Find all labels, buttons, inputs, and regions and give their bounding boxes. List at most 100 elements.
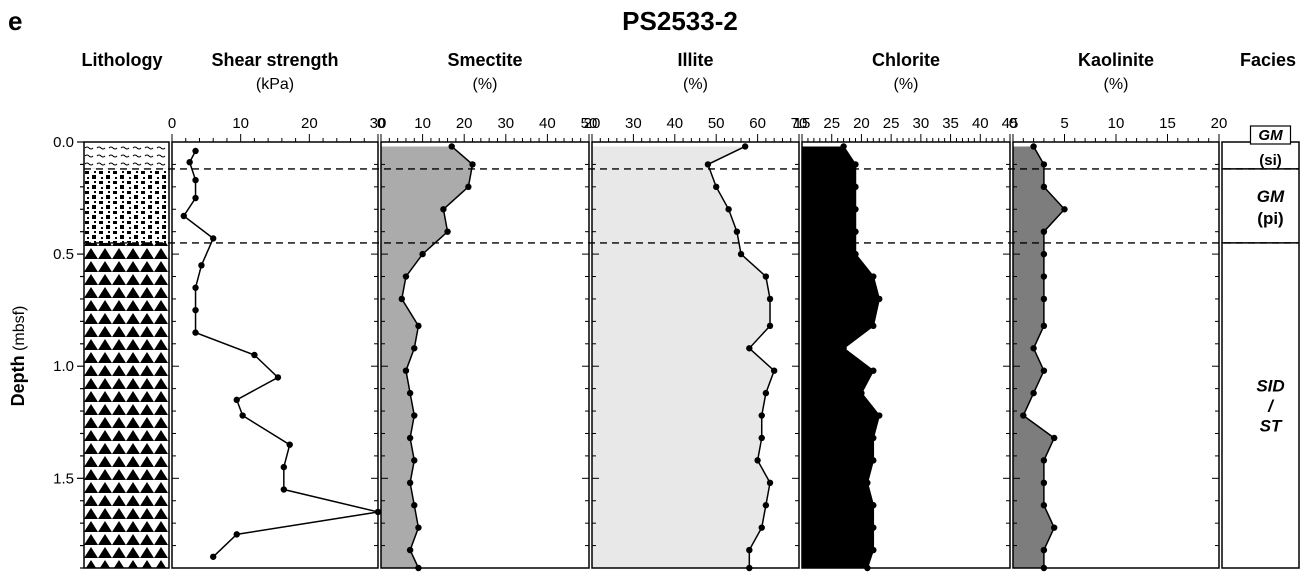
series-line-shear [182,150,379,558]
data-point-shear [186,158,193,166]
facies-label-top: SID [1256,376,1284,395]
data-point-kaolinite [1020,412,1027,419]
depth-tick-label: 1.0 [53,358,74,375]
data-point-shear [210,553,217,560]
data-point-shear [192,306,199,314]
lithology-frame [83,141,170,569]
panel-chlorite: 15 25 20 25 30 35 40 45 [794,115,1019,572]
data-point-smectite [402,367,410,374]
data-point-chlorite [864,564,871,572]
data-point-shear [210,235,217,242]
data-point-chlorite [870,524,877,531]
x-tick-label-chlorite: 20 [853,115,870,132]
data-point-shear [274,374,282,381]
data-point-illite [713,183,720,191]
data-point-illite [758,524,765,531]
data-point-kaolinite [1061,206,1068,213]
x-tick-label-shear: 30 [370,115,387,132]
unit-boundaries [84,168,1299,244]
facies-label-mid: / [1267,396,1275,415]
data-point-shear [192,176,199,184]
series-line-illite [706,145,776,568]
x-tick-label-chlorite: 15 [794,115,811,132]
panel-unit-chlorite: (%) [894,76,919,93]
data-point-smectite [406,546,414,554]
x-tick-label-kaolinite: 20 [1211,115,1228,132]
x-tick-label-shear: 10 [232,115,249,132]
panel-unit-illite: (%) [683,76,708,93]
x-tick-label-illite: 50 [708,115,725,132]
panel-frame-smectite [380,141,590,569]
facies-title: Facies [1240,50,1296,70]
data-point-shear [180,212,187,220]
facies-label-bottom: (si) [1259,152,1282,169]
data-point-kaolinite [1040,273,1048,280]
data-point-smectite [406,434,414,442]
data-point-smectite [411,502,418,509]
area-fill-smectite [381,146,473,569]
panel-frame-illite [591,141,800,569]
data-point-shear [198,262,205,269]
data-point-illite [766,295,774,303]
panel-headers: Shear strength (kPa) Smectite (%) Illite (%) C… [211,50,1154,93]
lithology-column [83,141,170,569]
x-tick-label-kaolinite: 0 [1009,115,1017,132]
data-point-chlorite [870,322,877,330]
data-point-chlorite [840,345,847,352]
data-point-shear [286,441,293,448]
data-point-smectite [398,295,405,303]
x-tick-label-smectite: 50 [581,115,598,132]
x-tick-label-illite: 70 [791,115,808,132]
data-point-shear [251,351,258,359]
data-point-smectite [406,389,414,397]
x-tick-label-smectite: 40 [539,115,556,132]
data-point-shear [233,531,240,538]
x-tick-label-illite: 40 [666,115,683,132]
chart-title: PS2533-2 [622,6,738,36]
data-point-kaolinite [1040,457,1048,464]
data-point-illite [766,322,774,330]
x-tick-label-smectite: 10 [414,115,431,132]
data-point-shear [192,284,199,291]
data-point-smectite [411,345,418,352]
data-point-chlorite [876,295,883,303]
data-point-kaolinite [1040,295,1048,303]
data-point-smectite [415,564,422,572]
data-point-shear [239,412,246,419]
x-tick-label-kaolinite: 5 [1060,115,1068,132]
data-point-shear [192,194,199,202]
x-tick-label-chlorite: 45 [1002,115,1019,132]
data-point-illite [758,434,765,442]
x-tick-label-shear: 0 [168,115,176,132]
panel-unit-smectite: (%) [473,76,498,93]
data-point-chlorite [852,250,859,258]
data-point-chlorite [870,434,877,442]
data-point-illite [725,206,732,213]
lithology-unit-triangles [84,242,169,569]
panel-title-kaolinite: Kaolinite [1078,50,1154,70]
data-point-illite [754,457,761,464]
data-point-smectite [469,161,476,168]
data-point-shear [280,486,288,493]
data-point-chlorite [870,546,877,554]
x-tick-label-kaolinite: 10 [1108,115,1125,132]
data-point-illite [737,250,745,258]
x-tick-label-smectite: 0 [377,115,385,132]
x-tick-label-chlorite: 35 [942,115,959,132]
data-point-kaolinite [1040,502,1048,509]
facies-column: GM (si) GM (pi) SID/ST [1221,125,1300,569]
data-point-smectite [419,250,426,258]
panel-unit-kaolinite: (%) [1104,76,1129,93]
area-fill-illite [592,146,775,569]
facies-label-top: GM [1257,187,1285,206]
depth-axis-label-bold: Depth [8,355,28,406]
panel-title-shear: Shear strength [211,50,338,70]
data-point-illite [762,273,770,280]
data-point-illite [741,143,749,150]
data-point-illite [704,161,712,168]
panel-kaolinite: 0 5 10 15 20 [1009,115,1228,572]
data-point-kaolinite [1030,143,1037,150]
panel-title-illite: Illite [677,50,713,70]
panel-smectite: 0 10 20 30 40 50 [377,115,598,572]
